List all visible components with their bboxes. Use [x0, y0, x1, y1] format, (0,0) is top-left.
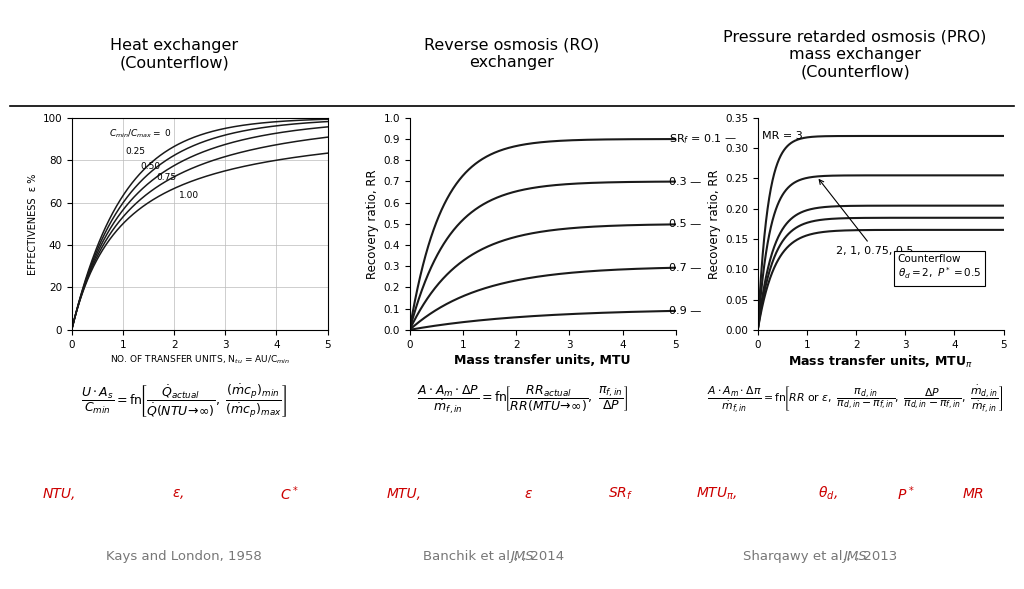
Text: , 2013: , 2013 — [855, 550, 897, 563]
Text: $SR_f$: $SR_f$ — [608, 485, 633, 502]
Y-axis label: Recovery ratio, RR: Recovery ratio, RR — [708, 169, 721, 279]
Text: Heat exchanger
(Counterflow): Heat exchanger (Counterflow) — [110, 38, 239, 71]
Y-axis label: Recovery ratio, RR: Recovery ratio, RR — [367, 169, 379, 279]
Text: Pressure retarded osmosis (PRO)
mass exchanger
(Counterflow): Pressure retarded osmosis (PRO) mass exc… — [723, 29, 987, 79]
Text: 1.00: 1.00 — [179, 191, 200, 200]
Text: 0.7 —: 0.7 — — [670, 263, 701, 273]
Text: MR = 3: MR = 3 — [762, 131, 803, 141]
Text: , 2014: , 2014 — [522, 550, 564, 563]
Text: Counterflow
$\theta_d = 2,\ P^* = 0.5$: Counterflow $\theta_d = 2,\ P^* = 0.5$ — [898, 253, 981, 282]
Text: MR: MR — [963, 487, 984, 501]
Text: $\dfrac{A \cdot A_m \cdot \Delta P}{\dot{m}_{f,in}} = \mathrm{fn}\!\left[\dfrac{: $\dfrac{A \cdot A_m \cdot \Delta P}{\dot… — [417, 383, 628, 416]
Text: 0.5 —: 0.5 — — [670, 220, 701, 230]
X-axis label: NO. OF TRANSFER UNITS, N$_{tu}$ = AU/C$_{min}$: NO. OF TRANSFER UNITS, N$_{tu}$ = AU/C$_… — [110, 354, 290, 366]
Text: MTU,: MTU, — [387, 487, 422, 501]
Text: $C^*$: $C^*$ — [280, 484, 299, 503]
Text: $C_{min}/C_{max}=$ 0: $C_{min}/C_{max}=$ 0 — [109, 128, 171, 140]
Y-axis label: EFFECTIVENESS  ε %: EFFECTIVENESS ε % — [29, 173, 38, 274]
Text: $\dfrac{A \cdot A_m \cdot \Delta\pi}{\dot{m}_{f,in}} = \mathrm{fn}\!\left[RR\ \m: $\dfrac{A \cdot A_m \cdot \Delta\pi}{\do… — [707, 383, 1004, 415]
Text: $P^*$: $P^*$ — [897, 484, 914, 503]
Text: 0.3 —: 0.3 — — [670, 177, 701, 187]
Text: SR$_f$ = 0.1 —: SR$_f$ = 0.1 — — [670, 132, 737, 146]
Text: 2, 1, 0.75, 0.5: 2, 1, 0.75, 0.5 — [819, 180, 913, 256]
Text: Sharqawy et al.,: Sharqawy et al., — [743, 550, 855, 563]
Text: $MTU_\pi$,: $MTU_\pi$, — [695, 485, 737, 502]
Text: Kays and London, 1958: Kays and London, 1958 — [106, 550, 262, 563]
Text: $\dfrac{U \cdot A_s}{C_{min}} = \mathrm{fn}\!\left[\dfrac{\dot{Q}_{actual}}{\dot: $\dfrac{U \cdot A_s}{C_{min}} = \mathrm{… — [81, 383, 288, 421]
Text: JMS: JMS — [843, 550, 867, 563]
X-axis label: Mass transfer units, MTU: Mass transfer units, MTU — [455, 354, 631, 367]
Text: Reverse osmosis (RO)
exchanger: Reverse osmosis (RO) exchanger — [424, 38, 600, 71]
Text: $\theta_d$,: $\theta_d$, — [818, 485, 838, 502]
Text: NTU,: NTU, — [43, 487, 77, 501]
Text: $\varepsilon$: $\varepsilon$ — [524, 487, 534, 501]
Text: 0.50: 0.50 — [141, 162, 161, 171]
Text: 0.75: 0.75 — [157, 173, 176, 183]
Text: Banchik et al.,: Banchik et al., — [423, 550, 522, 563]
Text: JMS: JMS — [510, 550, 535, 563]
Text: 0.9 —: 0.9 — — [670, 306, 701, 316]
X-axis label: Mass transfer units, MTU$_\pi$: Mass transfer units, MTU$_\pi$ — [788, 354, 973, 370]
Text: 0.25: 0.25 — [126, 147, 145, 156]
Text: $\varepsilon$,: $\varepsilon$, — [172, 487, 184, 501]
